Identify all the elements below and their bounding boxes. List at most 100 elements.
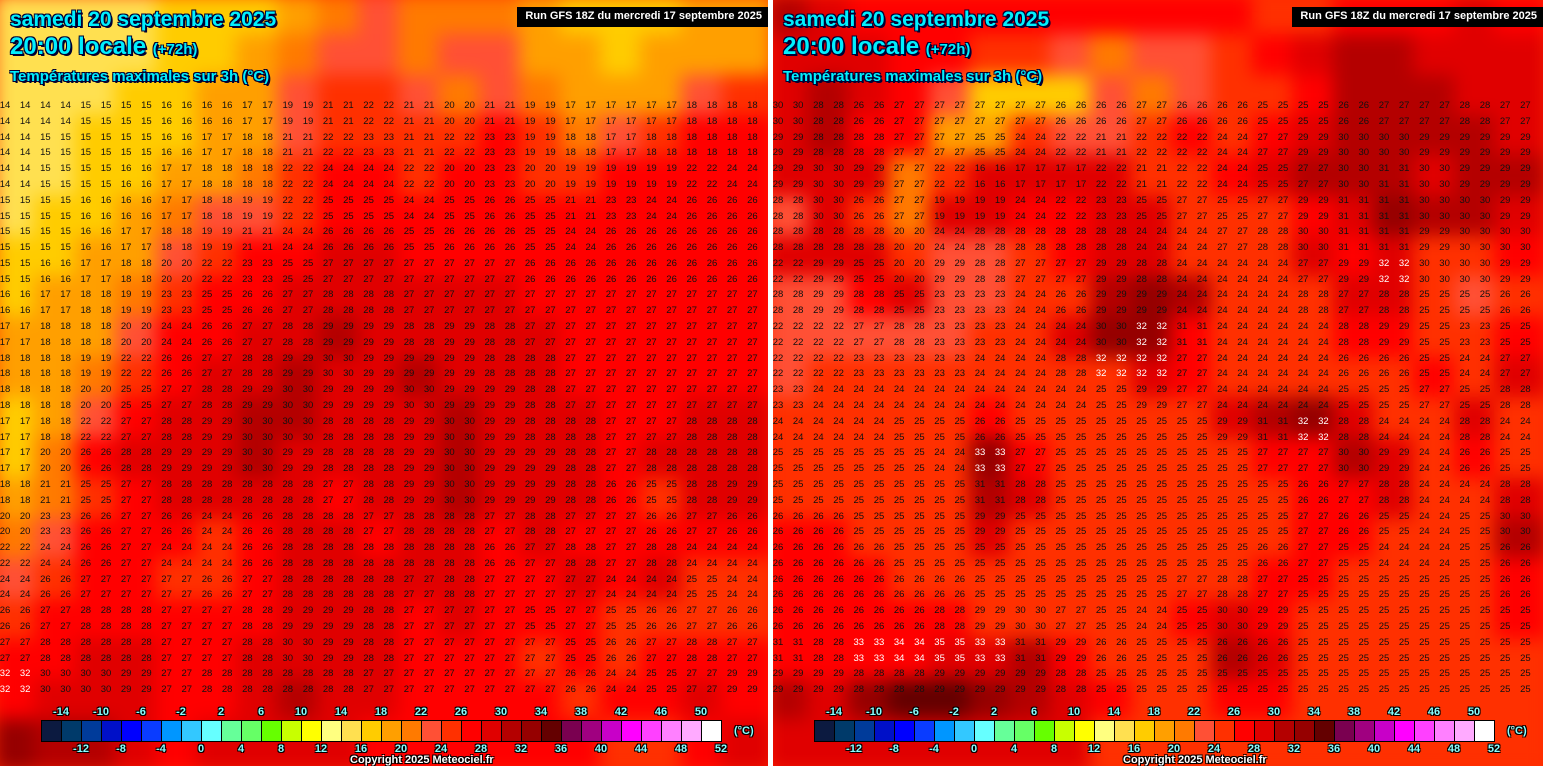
temperature-value: 27: [641, 368, 661, 380]
temperature-value: 22: [298, 163, 318, 175]
temperature-value: 28: [540, 400, 560, 412]
temperature-value: 32: [1132, 368, 1152, 380]
temperature-value: 23: [359, 132, 379, 144]
temperature-value: 27: [1414, 384, 1434, 396]
temperature-value: 27: [581, 574, 601, 586]
temperature-value: 27: [1495, 100, 1515, 112]
temperature-value: 19: [662, 179, 682, 191]
temperature-value: 27: [460, 668, 480, 680]
temperature-value: 28: [116, 463, 136, 475]
temperature-value: 29: [1132, 305, 1152, 317]
temperature-value: 26: [601, 495, 621, 507]
temperature-value: 25: [682, 574, 702, 586]
temperature-value: 28: [318, 432, 338, 444]
temperature-value: 27: [1273, 463, 1293, 475]
temperature-value: 29: [869, 179, 889, 191]
temperature-value: 15: [76, 147, 96, 159]
temperature-value: 17: [561, 100, 581, 112]
temperature-value: 28: [702, 637, 722, 649]
temperature-value: 20: [56, 463, 76, 475]
temperature-value: 28: [641, 447, 661, 459]
temperature-value: 25: [1172, 463, 1192, 475]
temperature-value: 29: [970, 511, 990, 523]
temperature-value: 24: [849, 432, 869, 444]
temperature-value: 25: [1172, 479, 1192, 491]
temperature-value: 27: [318, 479, 338, 491]
temperature-value: 27: [520, 637, 540, 649]
temperature-value: 29: [439, 353, 459, 365]
temperature-value: 25: [1051, 447, 1071, 459]
temperature-value: 20: [35, 447, 55, 459]
legend-swatch: [895, 721, 915, 741]
temperature-value: 23: [480, 163, 500, 175]
temperature-value: 25: [950, 416, 970, 428]
temperature-value: 19: [601, 163, 621, 175]
temperature-value: 26: [35, 589, 55, 601]
temperature-value: 28: [990, 258, 1010, 270]
temperature-value: 23: [849, 353, 869, 365]
temperature-value: 21: [419, 100, 439, 112]
temperature-value: 28: [338, 526, 358, 538]
temperature-value: 30: [1334, 447, 1354, 459]
temperature-value: 25: [1051, 542, 1071, 554]
temperature-value: 25: [1152, 526, 1172, 538]
temperature-value: 26: [500, 242, 520, 254]
temperature-value: 26: [1293, 495, 1313, 507]
temperature-value: 21: [298, 147, 318, 159]
temperature-value: 26: [1455, 447, 1475, 459]
temperature-value: 24: [1414, 495, 1434, 507]
temperature-value: 27: [419, 305, 439, 317]
temperature-value: 24: [1152, 605, 1172, 617]
temperature-value: 24: [869, 432, 889, 444]
temperature-value: 17: [1071, 179, 1091, 191]
temperature-value: 28: [1475, 116, 1495, 128]
temperature-value: 17: [116, 242, 136, 254]
temperature-value: 27: [338, 479, 358, 491]
temperature-value: 27: [561, 400, 581, 412]
temperature-value: 24: [849, 400, 869, 412]
color-scale-legend: [814, 720, 1495, 742]
temperature-value: 25: [1313, 684, 1333, 696]
temperature-value: 24: [849, 384, 869, 396]
temperature-value: 25: [662, 684, 682, 696]
temperature-value: 27: [970, 100, 990, 112]
temperature-value: 30: [1414, 211, 1434, 223]
legend-swatch: [1135, 721, 1155, 741]
temperature-value: 24: [1273, 305, 1293, 317]
temperature-value: 24: [1010, 289, 1030, 301]
temperature-value: 26: [258, 305, 278, 317]
temperature-value: 26: [500, 542, 520, 554]
temperature-value: 25: [1455, 400, 1475, 412]
temperature-value: 27: [500, 526, 520, 538]
temperature-value: 25: [1152, 637, 1172, 649]
temperature-value: 27: [601, 526, 621, 538]
temperature-value: 17: [621, 132, 641, 144]
temperature-value: 25: [1212, 447, 1232, 459]
temperature-value: 27: [662, 353, 682, 365]
temperature-value: 30: [1475, 258, 1495, 270]
temperature-value: 27: [520, 684, 540, 696]
temperature-value: 25: [1132, 589, 1152, 601]
temperature-value: 26: [742, 526, 762, 538]
temperature-value: 30: [1435, 258, 1455, 270]
temperature-value: 16: [116, 211, 136, 223]
temperature-value: 25: [1152, 511, 1172, 523]
temperature-value: 25: [1293, 621, 1313, 633]
temperature-value: 24: [1495, 416, 1515, 428]
temperature-value: 24: [399, 195, 419, 207]
temperature-value: 25: [1071, 558, 1091, 570]
temperature-value: 25: [561, 653, 581, 665]
temperature-value: 25: [1354, 621, 1374, 633]
temperature-value: 28: [116, 637, 136, 649]
temperature-value: 17: [76, 274, 96, 286]
temperature-value: 25: [1192, 526, 1212, 538]
temperature-value: 28: [419, 511, 439, 523]
temperature-value: 25: [1233, 463, 1253, 475]
temperature-value: 25: [1132, 479, 1152, 491]
temperature-value: 25: [990, 132, 1010, 144]
temperature-value: 29: [990, 668, 1010, 680]
temperature-value: 26: [1495, 574, 1515, 586]
temperature-value: 26: [1515, 289, 1535, 301]
temperature-value: 25: [808, 463, 828, 475]
temperature-value: 22: [829, 368, 849, 380]
